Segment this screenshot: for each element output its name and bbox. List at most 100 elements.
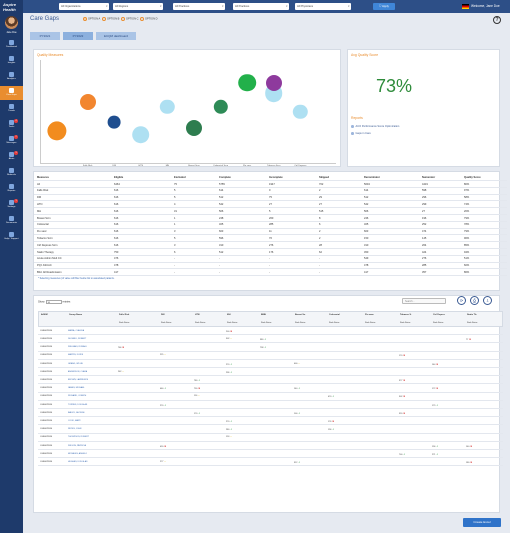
group-name-link[interactable]: MARTIN, DORIS <box>68 354 84 357</box>
table-row[interactable]: Statin Therapy 750 6 512 176 62 450 424 94% <box>34 249 507 256</box>
column-header[interactable]: Colorectal <box>329 314 340 316</box>
physician-filter-2[interactable]: All Physicians ▼ <box>295 3 351 10</box>
column-header[interactable]: Ctrl Depres <box>433 314 445 316</box>
table-row[interactable]: CGB0678956 MARTIN, DORIS 225~ 170✖ <box>38 352 503 360</box>
export-icon[interactable]: ⇩ <box>483 296 492 305</box>
column-header[interactable]: Falls Risk <box>119 314 130 316</box>
avatar[interactable] <box>5 16 18 29</box>
chart-bubble[interactable] <box>107 115 121 129</box>
column-header[interactable]: Statin Th. <box>467 314 477 316</box>
entries-select[interactable]: 10 <box>45 300 62 304</box>
group-name-link[interactable]: TORRES, DOUGLAS <box>68 403 88 406</box>
report-link-gaps[interactable]: Gaps in Care <box>351 132 371 135</box>
column-header[interactable]: DM <box>161 314 165 316</box>
sidebar-item-8[interactable]: Referrals <box>0 166 23 180</box>
chart-bubble[interactable] <box>186 119 202 136</box>
table-row[interactable]: Tobacco Scrn 616 5 596 76 2 150 145 96% <box>34 235 507 243</box>
sidebar-item-4[interactable]: Trends <box>0 102 23 116</box>
column-header[interactable]: Flu vacc <box>365 314 374 316</box>
table-row[interactable]: CGB0678956 WILLIAMS, RONALD 766✖ 798↗ <box>38 343 503 352</box>
chart-bubble[interactable] <box>79 93 96 110</box>
chart-bubble[interactable] <box>160 99 175 114</box>
column-header[interactable]: Group Name <box>69 314 83 316</box>
refresh-icon[interactable]: ⟳ <box>457 296 466 305</box>
tab-py2022[interactable]: PY2022 <box>63 32 93 40</box>
sidebar-item-3[interactable]: Care Gaps <box>0 86 23 100</box>
radio-option-a[interactable]: OPTION A <box>83 17 100 21</box>
apply-button[interactable]: ⛉ Apply <box>373 3 395 10</box>
language-flag-icon[interactable] <box>462 4 469 9</box>
sidebar-item-0[interactable]: Dashboard <box>0 38 23 52</box>
group-name-link[interactable]: WILSON, PATRICIA <box>68 444 86 447</box>
sidebar-item-7[interactable]: Alerts 3 <box>0 150 23 164</box>
table-row[interactable]: CGB0678956 MORALES, ANGELO 700↗ 271↗ <box>38 450 503 459</box>
sidebar-item-2[interactable]: Analytics <box>0 70 23 84</box>
group-name-link[interactable]: ANDERSON, CLARA <box>68 370 88 373</box>
table-row[interactable]: CGB0678956 REYES, JOHN 280↗ 196↗ <box>38 425 503 434</box>
group-name-link[interactable]: DE PAKLI, ROBERT <box>68 337 87 340</box>
table-row[interactable]: CGB0678956 ANDERSON, CLARA 262~ 236↗ <box>38 368 503 377</box>
table-row[interactable]: Falls Risk 616 5 614 0 2 614 598 97% <box>34 188 507 195</box>
region-filter[interactable]: All Regions ▼ <box>113 3 163 10</box>
sidebar-item-11[interactable]: Documents <box>0 214 23 228</box>
table-row[interactable]: CGB0678956 WILSON, PATRICIA 420✖ 156↗ 140✖ <box>38 442 503 450</box>
create-excel-button[interactable]: Create Excel <box>463 518 501 527</box>
table-row[interactable]: HTN 616 4 542 27 27 542 299 74% <box>34 201 507 209</box>
table-row[interactable]: CGB0678956 HUGHES, DOUGLAS 277~ 312↗ 180✖ <box>38 458 503 467</box>
sidebar-item-10[interactable]: Settings 1 <box>0 198 23 212</box>
table-row[interactable]: All 6464 75 5755 1947 702 5604 4419 80% <box>34 181 507 188</box>
group-name-link[interactable]: JAMES, MICHAEL <box>68 387 85 390</box>
table-row[interactable]: Ctrl Depress Scrn 616 3 310 276 28 310 264 85% <box>34 242 507 249</box>
group-name-link[interactable]: HUGHES, DOUGLAS <box>68 460 88 463</box>
help-icon[interactable]: ? <box>493 16 501 24</box>
table-row[interactable]: Flu vacc 616 3 603 11 2 603 474 79% <box>34 229 507 236</box>
table-row[interactable]: Colorectal 616 1 325 285 6 325 252 78% <box>34 222 507 229</box>
chart-bubble[interactable] <box>293 104 308 120</box>
radio-option-b[interactable]: OPTION B <box>102 17 119 21</box>
sidebar-item-6[interactable]: Messages 2 <box>0 134 23 148</box>
sidebar-item-5[interactable]: Tasks 4 <box>0 118 23 132</box>
table-row[interactable]: CGB0678956 GRAND, WILLIE 270↗ 400~ 144✖ <box>38 360 503 368</box>
table-row[interactable]: CGB0678956 BAILEY, GEORGE 170↗ 100↗ 320✖ <box>38 409 503 418</box>
table-row[interactable]: PQI: ASCAC 478 - - - - 478 285 60% <box>34 263 507 270</box>
chart-bubble[interactable] <box>238 74 256 92</box>
table-row[interactable]: MH 616 31 506 5 515 506 27 20% <box>34 208 507 215</box>
group-name-link[interactable]: WILLIAMS, RONALD <box>68 346 88 349</box>
radio-option-d[interactable]: OPTION D <box>140 17 158 21</box>
table-row[interactable]: CGB0678956 THOMPSON, ROBERT 124~ <box>38 434 503 442</box>
table-row[interactable]: DM 616 5 512 75 29 512 296 58% <box>34 195 507 202</box>
group-name-link[interactable]: BAILEY, GEORGE <box>68 411 85 414</box>
group-name-link[interactable]: REYES, JOHN <box>68 428 82 431</box>
print-icon[interactable]: ⎙ <box>470 296 479 305</box>
table-row[interactable]: CGB0678956 BROWN, LAWRENCE 780↗ 377✖ <box>38 376 503 385</box>
tab-py2021[interactable]: PY2021 <box>30 32 60 40</box>
sidebar-item-12[interactable]: Help / Support <box>0 230 23 244</box>
column-header[interactable]: Breast Sc. <box>295 314 306 316</box>
column-header[interactable]: MH <box>227 314 231 316</box>
column-header[interactable]: HTN <box>195 314 200 316</box>
table-row[interactable]: CGB0678956 RICHARD, JOSEPH 110~ 470↗ 302✖ <box>38 393 503 401</box>
table-row[interactable]: Breast Scrn 616 1 248 260 8 246 196 79% <box>34 215 507 222</box>
chart-bubble[interactable] <box>132 126 150 144</box>
group-name-link[interactable]: GRAND, WILLIE <box>68 362 83 365</box>
radio-option-c[interactable]: OPTION C <box>121 17 139 21</box>
column-header[interactable]: BMH <box>261 314 266 316</box>
chart-bubble[interactable] <box>265 74 282 91</box>
group-name-link[interactable]: RICHARD, JOSEPH <box>68 395 87 398</box>
column-header[interactable]: AGEM <box>41 314 48 316</box>
table-row[interactable]: CGB0678956 TORRES, DOUGLAS 270↗ 179↗ <box>38 401 503 409</box>
sidebar-item-9[interactable]: Reports <box>0 182 23 196</box>
table-row[interactable]: CGB0678956 DE PAKLI, ROBERT 302~ 380↗ 77✖ <box>38 335 503 344</box>
practice-filter[interactable]: All Practices ▼ <box>173 3 225 10</box>
table-row[interactable]: CGB0678956 JAMES, MICHAEL 460↗ 730✖ 140↗ 172✖ <box>38 384 503 393</box>
tab-ecqm-dashboard[interactable]: ECQM dashboard <box>96 32 136 40</box>
group-name-link[interactable]: THOMPSON, ROBERT <box>68 436 89 439</box>
physician-filter[interactable]: All Practices ▼ <box>233 3 289 10</box>
sidebar-item-1[interactable]: Insights <box>0 54 23 68</box>
column-header[interactable]: Tobacco S. <box>400 314 412 316</box>
chart-bubble[interactable] <box>213 99 228 114</box>
table-row[interactable]: CGB0678956 MARIA, CLAUDIA 200✖ <box>38 327 503 336</box>
table-row[interactable]: CGB0678956 COOK, MARY 270↗ 176✖ <box>38 417 503 426</box>
chart-bubble[interactable] <box>47 121 67 141</box>
table-row[interactable]: Bbd. All Readmission 417 - - - - 417 357 86% <box>34 269 507 277</box>
